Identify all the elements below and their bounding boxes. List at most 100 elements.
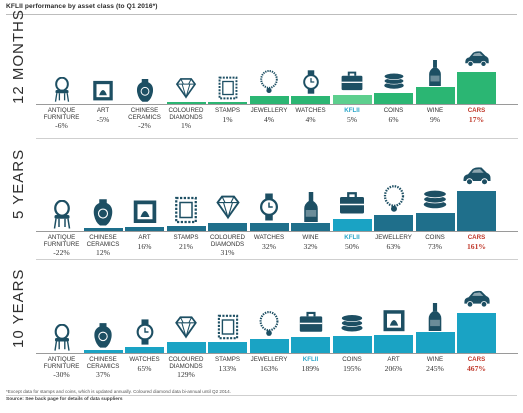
vase-icon xyxy=(89,321,117,354)
diamond-icon xyxy=(172,313,200,346)
value-label: 16% xyxy=(137,242,152,251)
briefcase-icon xyxy=(337,188,367,223)
value-label: 133% xyxy=(218,364,237,373)
value-label: 5% xyxy=(346,115,358,124)
panel-divider xyxy=(36,138,518,139)
value-label: 32% xyxy=(303,242,318,251)
value-label: 63% xyxy=(386,242,401,251)
value-label: 21% xyxy=(179,242,193,251)
bar xyxy=(83,349,123,353)
car-icon xyxy=(463,284,491,317)
value-label: 161% xyxy=(467,242,486,251)
value-label: -30% xyxy=(53,370,70,379)
value-label: -6% xyxy=(55,121,68,130)
panel-divider xyxy=(36,259,518,260)
bar xyxy=(457,72,496,104)
period-label: 5 YEARS xyxy=(10,148,27,219)
category-label: ANTIQUE FURNITURE xyxy=(43,234,80,248)
bar xyxy=(332,94,372,104)
top-divider xyxy=(6,14,517,15)
category-label: KFLII xyxy=(344,107,360,114)
bar xyxy=(332,218,372,231)
category-label: COINS xyxy=(342,356,362,363)
panel-12-months: 12 MONTHS ANTIQUE FURNITURE -6% ART -5% CH… xyxy=(6,9,518,140)
bar xyxy=(208,223,247,231)
value-label: -2% xyxy=(138,121,151,130)
value-label: 32% xyxy=(262,242,276,251)
necklace-icon xyxy=(256,69,282,100)
necklace-icon xyxy=(379,184,409,219)
bar xyxy=(166,341,206,353)
bar xyxy=(208,102,247,104)
category-label: COINS xyxy=(425,234,445,241)
baseline xyxy=(36,104,518,105)
value-label: 4% xyxy=(263,115,275,124)
briefcase-icon xyxy=(297,308,325,341)
coins-icon xyxy=(420,182,450,217)
category-label: STAMPS xyxy=(215,107,240,114)
value-label: 12% xyxy=(96,248,110,257)
watch-icon xyxy=(254,192,284,227)
value-label: 31% xyxy=(220,248,235,257)
category-label: ANTIQUE FURNITURE xyxy=(43,107,80,121)
category-label: CHINESE CERAMICS xyxy=(128,107,161,121)
period-label: 12 MONTHS xyxy=(10,9,27,104)
category-label: ART xyxy=(138,234,151,241)
bar xyxy=(249,339,289,353)
category-label: CHINESE CERAMICS xyxy=(86,356,120,370)
value-label: 17% xyxy=(468,115,485,124)
baseline xyxy=(36,231,518,232)
bar xyxy=(249,96,289,104)
category-label: ART xyxy=(387,356,400,363)
category-label: WATCHES xyxy=(129,356,160,363)
bar xyxy=(125,227,164,231)
bar xyxy=(83,228,123,231)
value-label: 189% xyxy=(301,364,320,373)
diamond-icon xyxy=(213,192,243,227)
value-label: 65% xyxy=(137,364,152,373)
wine-icon xyxy=(296,192,326,227)
footnote: *Except data for stamps and coins, which… xyxy=(6,389,231,394)
value-label: 195% xyxy=(343,364,361,373)
bar xyxy=(415,212,455,231)
value-label: 467% xyxy=(467,364,486,373)
value-label: 73% xyxy=(428,242,442,251)
bar xyxy=(374,92,413,104)
value-label: 245% xyxy=(426,364,444,373)
value-label: 9% xyxy=(429,115,441,124)
category-label: WINE xyxy=(426,107,444,114)
category-label: WINE xyxy=(302,234,319,241)
value-label: 1% xyxy=(222,115,233,124)
category-label: CARS xyxy=(467,356,486,363)
coins-icon xyxy=(381,66,407,97)
bar xyxy=(374,335,413,353)
bar xyxy=(208,341,247,353)
vase-icon xyxy=(88,197,118,232)
frame-icon xyxy=(130,196,160,231)
bar xyxy=(291,223,330,231)
bar xyxy=(332,336,372,353)
watch-icon xyxy=(131,318,159,351)
bar xyxy=(457,313,496,353)
stamp-icon xyxy=(171,195,201,230)
frame-icon xyxy=(380,306,408,339)
car-icon xyxy=(462,160,492,195)
category-label: ART xyxy=(96,107,110,114)
value-label: 129% xyxy=(177,370,195,379)
chair-icon xyxy=(47,199,77,235)
category-label: ANTIQUE FURNITURE xyxy=(43,356,80,370)
bar xyxy=(415,332,455,353)
panel-10-years: 10 YEARS ANTIQUE FURNITURE -30% CHINESE C… xyxy=(6,262,518,384)
category-label: KFLII xyxy=(344,234,360,241)
value-label: 6% xyxy=(388,115,399,124)
bar xyxy=(457,191,496,231)
category-label: COLOURED DIAMONDS xyxy=(168,107,204,121)
bar xyxy=(291,336,330,353)
section-label: 5 YEARS xyxy=(6,141,32,261)
chair-icon xyxy=(49,76,75,108)
bar xyxy=(374,215,413,231)
stamp-icon xyxy=(215,75,241,106)
category-label: WATCHES xyxy=(253,234,285,241)
value-label: 50% xyxy=(345,242,359,251)
category-label: JEWELLERY xyxy=(250,107,288,114)
